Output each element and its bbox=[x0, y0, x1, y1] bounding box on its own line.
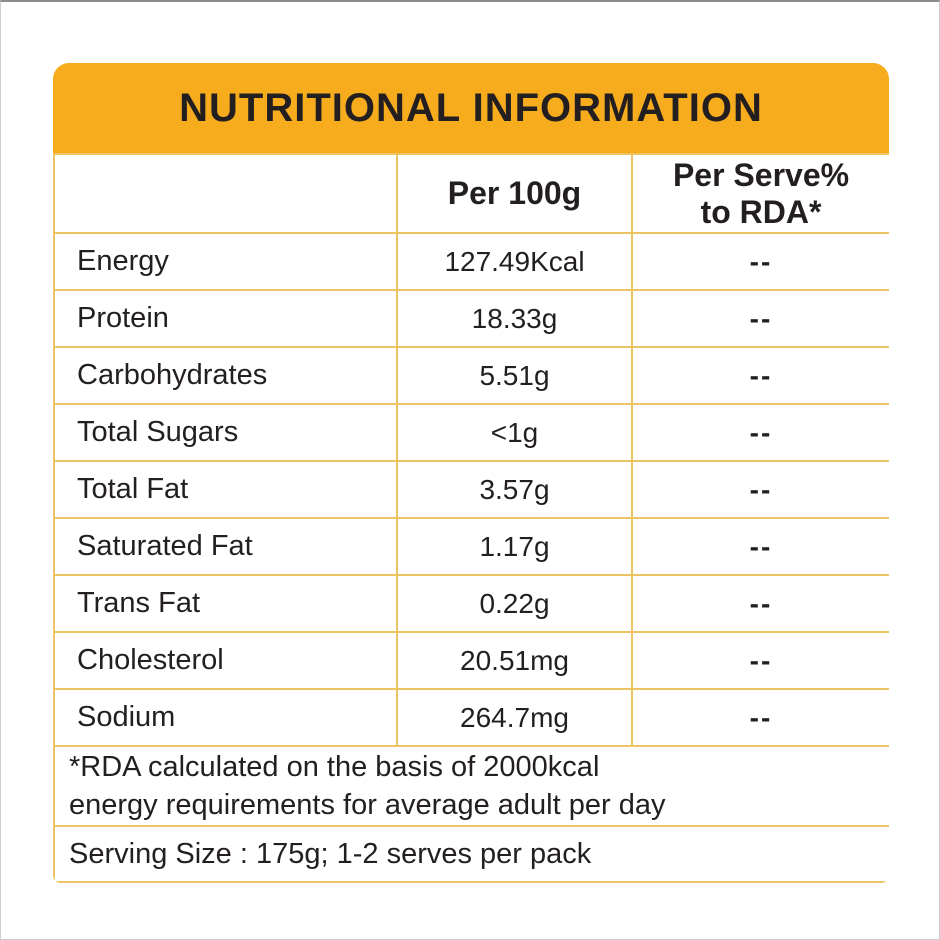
table-row: Trans Fat 0.22g -- bbox=[53, 574, 889, 633]
rda-footnote-line2: energy requirements for average adult pe… bbox=[69, 789, 666, 821]
column-header-per-serve: Per Serve% to RDA* bbox=[631, 153, 889, 234]
row-value-perserve: -- bbox=[631, 574, 889, 633]
table-row: Protein 18.33g -- bbox=[53, 289, 889, 348]
row-value-perserve: -- bbox=[631, 403, 889, 462]
nutrition-table: Per 100g Per Serve% to RDA* Energy 127.4… bbox=[53, 153, 889, 883]
rda-footnote-row: *RDA calculated on the basis of 2000kcal… bbox=[53, 745, 889, 827]
table-row: Total Fat 3.57g -- bbox=[53, 460, 889, 519]
table-row: Cholesterol 20.51mg -- bbox=[53, 631, 889, 690]
row-value-per100g: 3.57g bbox=[396, 460, 633, 519]
row-value-per100g: 20.51mg bbox=[396, 631, 633, 690]
row-label: Sodium bbox=[53, 688, 398, 747]
row-value-perserve: -- bbox=[631, 517, 889, 576]
row-label: Cholesterol bbox=[53, 631, 398, 690]
rda-footnote: *RDA calculated on the basis of 2000kcal… bbox=[53, 745, 889, 827]
row-label: Total Sugars bbox=[53, 403, 398, 462]
table-row: Energy 127.49Kcal -- bbox=[53, 232, 889, 291]
column-header-per-100g: Per 100g bbox=[396, 153, 633, 234]
row-value-per100g: 1.17g bbox=[396, 517, 633, 576]
row-value-per100g: 127.49Kcal bbox=[396, 232, 633, 291]
column-header-per-serve-line2: to RDA* bbox=[700, 193, 822, 230]
row-value-perserve: -- bbox=[631, 631, 889, 690]
table-row: Carbohydrates 5.51g -- bbox=[53, 346, 889, 405]
serving-size-row: Serving Size : 175g; 1-2 serves per pack bbox=[53, 825, 889, 883]
row-label: Protein bbox=[53, 289, 398, 348]
row-label: Carbohydrates bbox=[53, 346, 398, 405]
row-label: Energy bbox=[53, 232, 398, 291]
row-label: Trans Fat bbox=[53, 574, 398, 633]
rda-footnote-line1: *RDA calculated on the basis of 2000kcal bbox=[69, 751, 600, 783]
row-value-perserve: -- bbox=[631, 460, 889, 519]
row-value-perserve: -- bbox=[631, 289, 889, 348]
row-label: Saturated Fat bbox=[53, 517, 398, 576]
table-row: Total Sugars <1g -- bbox=[53, 403, 889, 462]
row-value-per100g: 18.33g bbox=[396, 289, 633, 348]
serving-size-note: Serving Size : 175g; 1-2 serves per pack bbox=[53, 825, 889, 883]
row-value-per100g: 5.51g bbox=[396, 346, 633, 405]
row-value-perserve: -- bbox=[631, 688, 889, 747]
row-value-per100g: 264.7mg bbox=[396, 688, 633, 747]
row-label: Total Fat bbox=[53, 460, 398, 519]
row-value-per100g: <1g bbox=[396, 403, 633, 462]
table-row: Sodium 264.7mg -- bbox=[53, 688, 889, 747]
column-header-blank bbox=[53, 153, 398, 234]
title-band: NUTRITIONAL INFORMATION bbox=[53, 63, 889, 153]
nutrition-table-body: Energy 127.49Kcal -- Protein 18.33g -- C… bbox=[53, 232, 889, 747]
row-value-perserve: -- bbox=[631, 232, 889, 291]
row-value-per100g: 0.22g bbox=[396, 574, 633, 633]
table-row: Saturated Fat 1.17g -- bbox=[53, 517, 889, 576]
page-title: NUTRITIONAL INFORMATION bbox=[179, 85, 763, 130]
column-header-per-serve-line1: Per Serve% bbox=[672, 156, 850, 193]
nutrition-table-wrap: Per 100g Per Serve% to RDA* Energy 127.4… bbox=[53, 153, 889, 883]
column-header-row: Per 100g Per Serve% to RDA* bbox=[53, 153, 889, 234]
row-value-perserve: -- bbox=[631, 346, 889, 405]
nutrition-panel: NUTRITIONAL INFORMATION Per 100g Per Ser… bbox=[53, 63, 889, 883]
